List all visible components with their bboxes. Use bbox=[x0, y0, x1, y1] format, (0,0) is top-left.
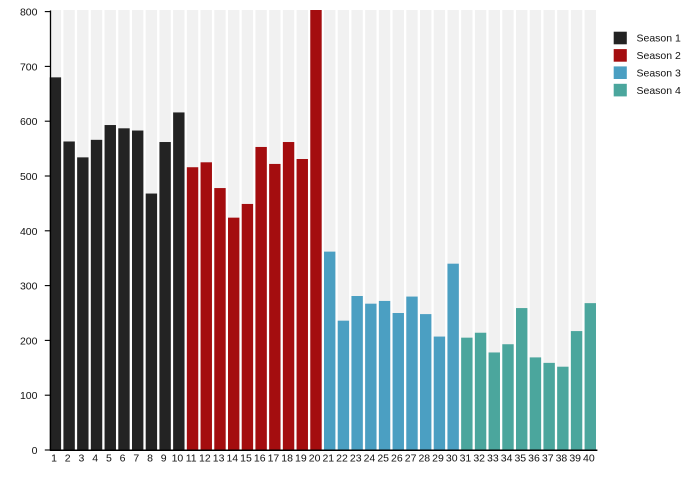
svg-text:13: 13 bbox=[213, 453, 225, 465]
svg-text:9: 9 bbox=[161, 453, 167, 465]
svg-text:Season 2: Season 2 bbox=[637, 50, 682, 62]
svg-text:16: 16 bbox=[254, 453, 266, 465]
svg-text:37: 37 bbox=[542, 453, 554, 465]
svg-text:24: 24 bbox=[364, 453, 376, 465]
svg-text:38: 38 bbox=[556, 453, 568, 465]
svg-text:2: 2 bbox=[65, 453, 71, 465]
svg-text:7: 7 bbox=[133, 453, 139, 465]
svg-text:12: 12 bbox=[199, 453, 211, 465]
svg-text:6: 6 bbox=[120, 453, 126, 465]
svg-text:26: 26 bbox=[391, 453, 403, 465]
svg-text:20: 20 bbox=[309, 453, 321, 465]
svg-text:35: 35 bbox=[514, 453, 526, 465]
svg-text:22: 22 bbox=[336, 453, 348, 465]
svg-text:34: 34 bbox=[501, 453, 513, 465]
svg-text:Season 4: Season 4 bbox=[637, 85, 682, 97]
svg-text:Season 3: Season 3 bbox=[637, 67, 682, 79]
svg-text:28: 28 bbox=[418, 453, 430, 465]
svg-text:31: 31 bbox=[460, 453, 472, 465]
svg-text:19: 19 bbox=[295, 453, 307, 465]
svg-text:11: 11 bbox=[186, 453, 197, 465]
svg-text:27: 27 bbox=[405, 453, 417, 465]
svg-text:33: 33 bbox=[487, 453, 499, 465]
svg-text:18: 18 bbox=[281, 453, 293, 465]
svg-text:700: 700 bbox=[20, 61, 38, 73]
svg-text:39: 39 bbox=[569, 453, 581, 465]
svg-text:17: 17 bbox=[268, 453, 280, 465]
svg-text:36: 36 bbox=[528, 453, 540, 465]
svg-text:Season 1: Season 1 bbox=[637, 33, 682, 45]
svg-text:100: 100 bbox=[20, 390, 38, 402]
svg-text:300: 300 bbox=[20, 281, 38, 293]
svg-text:1: 1 bbox=[51, 453, 57, 465]
svg-text:600: 600 bbox=[20, 116, 38, 128]
svg-text:23: 23 bbox=[350, 453, 362, 465]
svg-text:500: 500 bbox=[20, 171, 38, 183]
svg-text:800: 800 bbox=[20, 7, 38, 19]
svg-text:15: 15 bbox=[240, 453, 252, 465]
svg-text:32: 32 bbox=[473, 453, 485, 465]
svg-text:30: 30 bbox=[446, 453, 458, 465]
svg-text:10: 10 bbox=[172, 453, 184, 465]
svg-text:25: 25 bbox=[377, 453, 389, 465]
svg-text:4: 4 bbox=[92, 453, 98, 465]
svg-text:0: 0 bbox=[32, 445, 38, 457]
svg-text:21: 21 bbox=[322, 453, 334, 465]
svg-text:40: 40 bbox=[583, 453, 595, 465]
svg-text:200: 200 bbox=[20, 335, 38, 347]
svg-text:29: 29 bbox=[432, 453, 444, 465]
svg-text:3: 3 bbox=[79, 453, 85, 465]
svg-text:5: 5 bbox=[106, 453, 112, 465]
svg-text:14: 14 bbox=[226, 453, 238, 465]
svg-text:8: 8 bbox=[147, 453, 153, 465]
svg-text:400: 400 bbox=[20, 226, 38, 238]
